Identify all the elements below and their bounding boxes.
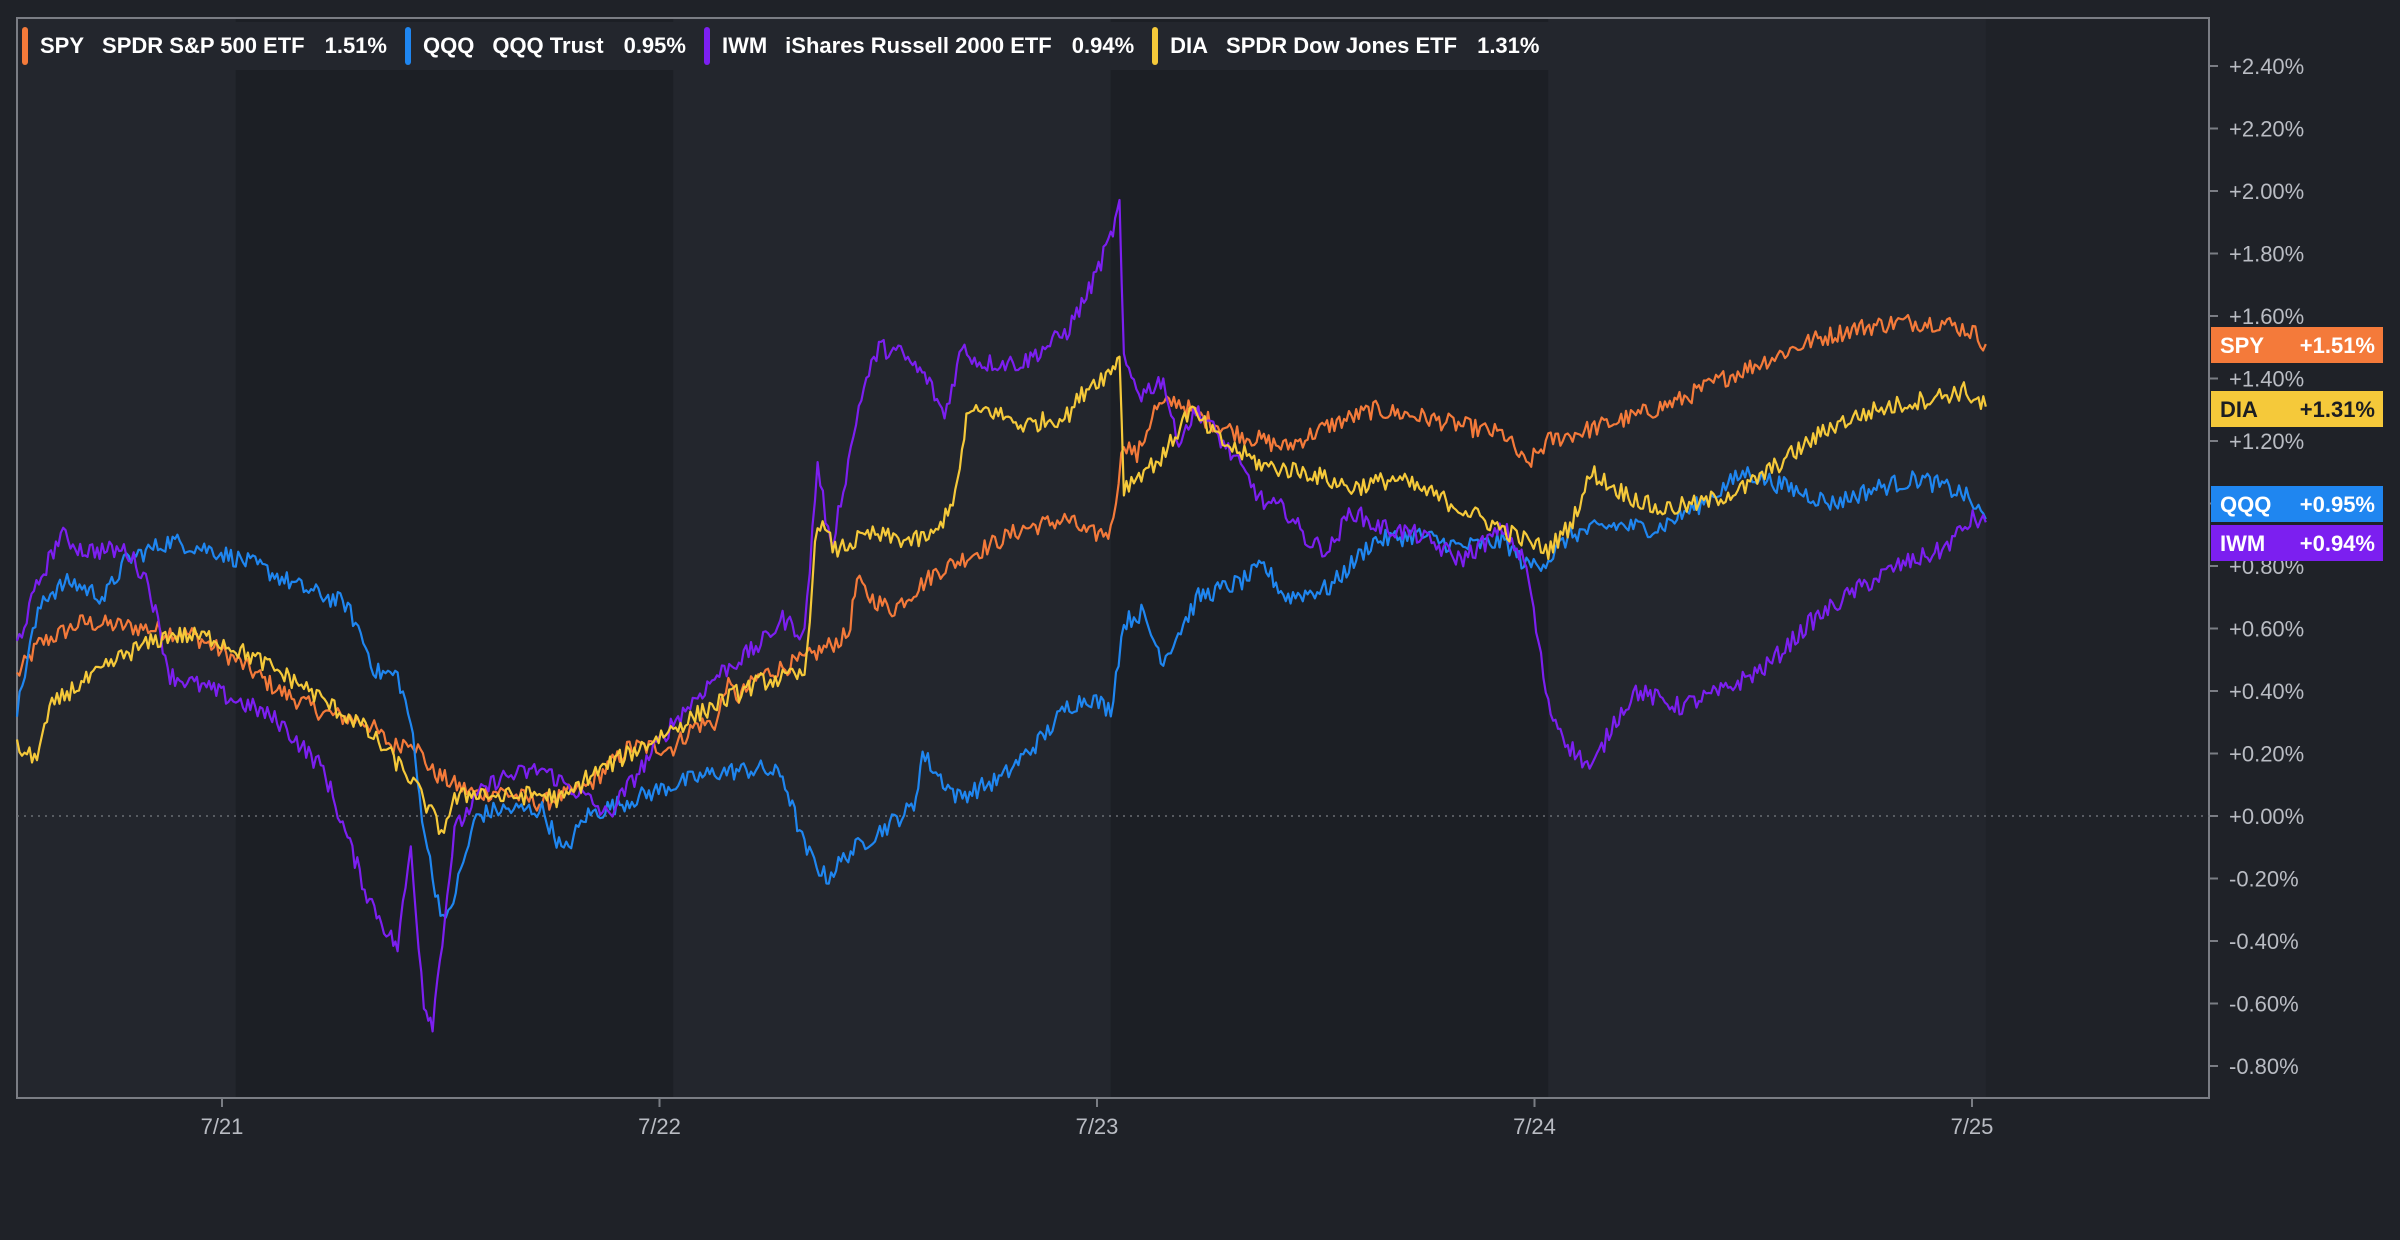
day-bands: [17, 18, 1986, 1098]
y-tick-label: +0.60%: [2229, 617, 2304, 642]
legend-change: 0.95%: [623, 33, 686, 58]
legend-change: 1.31%: [1477, 33, 1540, 58]
y-tick-label: -0.20%: [2229, 867, 2299, 892]
legend-item-dia[interactable]: DIA SPDR Dow Jones ETF 1.31%: [1152, 22, 1557, 70]
legend-item-iwm[interactable]: IWM iShares Russell 2000 ETF 0.94%: [703, 22, 1152, 70]
y-tick-label: +1.40%: [2229, 367, 2304, 392]
legend-ticker: SPY: [40, 33, 85, 58]
day-band: [673, 18, 1111, 1098]
x-tick-label: 7/21: [201, 1114, 244, 1139]
badge-dia: DIA +1.31%: [2211, 391, 2383, 427]
y-tick-label: -0.40%: [2229, 929, 2299, 954]
x-axis: 7/21 7/22 7/23 7/24 7/25: [201, 1098, 1994, 1139]
badge-ticker: IWM: [2220, 531, 2265, 556]
legend-item-spy[interactable]: SPY SPDR S&P 500 ETF 1.51%: [22, 22, 405, 70]
day-band: [1110, 18, 1549, 1098]
y-tick-label: +1.80%: [2229, 242, 2304, 267]
x-tick-label: 7/22: [638, 1114, 681, 1139]
legend-swatch: [1152, 27, 1159, 65]
series-line-spy: [16, 313, 1987, 812]
badge-value: +0.95%: [2300, 492, 2375, 517]
day-band: [235, 18, 674, 1098]
y-tick-label: -0.60%: [2229, 992, 2299, 1017]
x-tick-label: 7/25: [1951, 1114, 1994, 1139]
badge-bg: [2211, 525, 2383, 561]
series-lines: [15, 198, 1987, 1033]
y-tick-label: -0.80%: [2229, 1054, 2299, 1079]
y-tick-label: +2.40%: [2229, 54, 2304, 79]
badge-ticker: DIA: [2220, 397, 2258, 422]
y-tick-label: +1.20%: [2229, 429, 2304, 454]
legend-item-qqq[interactable]: QQQ QQQ Trust 0.95%: [404, 22, 704, 70]
y-tick-label: +2.00%: [2229, 179, 2304, 204]
badge-ticker: SPY: [2220, 333, 2264, 358]
badge-ticker: QQQ: [2220, 492, 2271, 517]
legend-change: 0.94%: [1071, 33, 1135, 58]
legend-swatch: [703, 27, 710, 65]
badge-bg: [2211, 391, 2383, 427]
series-line-qqq: [15, 466, 1987, 919]
legend-name: SPDR S&P 500 ETF: [102, 33, 305, 58]
series-line-dia: [15, 355, 1987, 835]
y-tick-label: +0.00%: [2229, 804, 2304, 829]
legend: SPY SPDR S&P 500 ETF 1.51% QQQ QQQ Trust 0.95…: [22, 22, 1558, 70]
badge-spy: SPY +1.51%: [2211, 327, 2383, 363]
badge-qqq: QQQ +0.95%: [2211, 486, 2383, 522]
y-axis: +2.40% +2.20% +2.00% +1.80% +1.60% +1.40% +1.2…: [2209, 54, 2304, 1079]
legend-change: 1.51%: [324, 33, 387, 58]
y-tick-label: +0.40%: [2229, 679, 2304, 704]
series-line-iwm: [15, 198, 1987, 1033]
legend-swatch: [22, 27, 28, 65]
legend-name: iShares Russell 2000 ETF: [785, 33, 1052, 58]
y-tick-label: +0.20%: [2229, 742, 2304, 767]
badge-value: +1.51%: [2300, 333, 2375, 358]
x-tick-label: 7/23: [1076, 1114, 1119, 1139]
legend-ticker: IWM: [721, 33, 768, 58]
legend-name: SPDR Dow Jones ETF: [1226, 33, 1458, 58]
legend-ticker: DIA: [1170, 33, 1209, 58]
plot-frame: [16, 17, 2210, 1099]
badge-bg: [2211, 486, 2383, 522]
badge-value: +1.31%: [2300, 397, 2375, 422]
badge-iwm: IWM +0.94%: [2211, 525, 2383, 561]
y-tick-label: +2.20%: [2229, 117, 2304, 142]
legend-swatch: [404, 27, 411, 65]
badge-bg: [2211, 327, 2383, 363]
legend-name: QQQ Trust: [492, 33, 604, 58]
legend-ticker: QQQ: [422, 33, 475, 58]
series-badges: SPY +1.51% QQQ +0.95% IWM +0.94% DIA +1.31%: [2211, 327, 2383, 561]
badge-value: +0.94%: [2300, 531, 2375, 556]
x-tick-label: 7/24: [1513, 1114, 1556, 1139]
y-tick-label: +1.60%: [2229, 304, 2304, 329]
